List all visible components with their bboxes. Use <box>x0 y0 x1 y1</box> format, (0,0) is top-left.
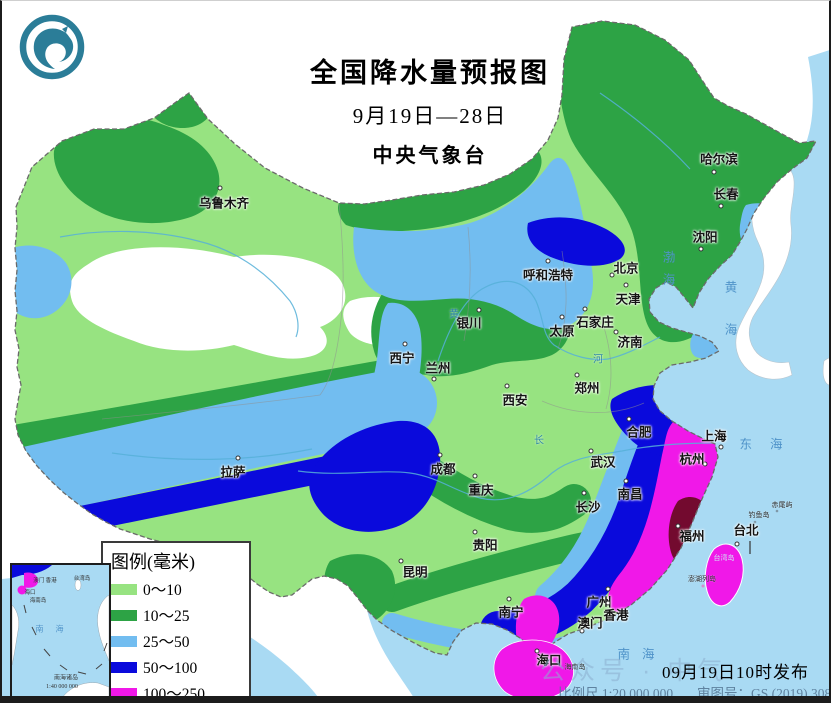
region-zhejiang-fujian-100-250 <box>607 415 725 614</box>
map-agency: 中央气象台 <box>372 145 488 167</box>
inset-nine-dash-line <box>23 604 108 675</box>
yangtze-river <box>297 442 715 501</box>
province-boundary <box>101 394 321 420</box>
legend-item: 100～250 <box>111 682 241 703</box>
approval-number: 审图号：GS (2019) 3082号 <box>697 686 831 701</box>
tarim-river <box>59 230 299 338</box>
korea-landmass <box>735 165 795 380</box>
yellow-river <box>437 280 661 362</box>
legend-item: 50～100 <box>111 656 241 678</box>
inset-label: 1:40 000 000 <box>46 684 78 690</box>
province-boundary <box>463 226 471 342</box>
sea-east <box>367 50 829 696</box>
legend-swatch <box>111 583 137 595</box>
publish-time: 09月19日10时发布 <box>662 663 809 682</box>
yarlung-river <box>111 448 313 460</box>
region-sichuan-band-10-25 <box>403 450 591 533</box>
inset-vietnam-land <box>12 604 19 666</box>
legend-range-label: 10～25 <box>143 608 190 625</box>
songhua-river <box>599 92 691 170</box>
map-title-block: 全国降水量预报图 9月19日—28日 中央气象台 <box>310 51 550 168</box>
hainan-island-100-250 <box>493 639 574 696</box>
inset-label: 南 海 <box>35 624 69 634</box>
inset-label: 澳门 香港 <box>33 578 57 584</box>
legend-title: 图例(毫米) <box>111 552 195 572</box>
legend-item: 10～25 <box>111 604 241 626</box>
legend-swatch <box>111 635 137 647</box>
region-inner-mongolia-50-100 <box>527 217 625 266</box>
legend-swatch <box>111 661 137 673</box>
inset-mainland-50-100 <box>12 565 52 578</box>
legend-range-label: 50～100 <box>143 660 198 677</box>
region-west-xinjiang-25-50 <box>15 245 72 319</box>
legend-range-label: 0～10 <box>143 582 182 599</box>
inset-map <box>12 565 109 696</box>
inset-leizhou-100-250 <box>24 572 38 588</box>
inset-label: 台湾岛 <box>73 576 91 582</box>
map-scale: 比例尺 1:20 000 000 <box>558 686 674 701</box>
region-east-tibet-50-100 <box>309 420 441 532</box>
province-boundary <box>557 250 567 350</box>
region-tarim-blank <box>70 247 346 359</box>
province-boundary <box>541 400 645 413</box>
legend-swatch <box>111 687 137 696</box>
legend-item: 25～50 <box>111 630 241 652</box>
cma-logo-icon <box>19 14 85 80</box>
taiwan-island-100-250 <box>704 543 744 607</box>
inset-borneo-land <box>63 682 109 696</box>
inset-hainan-100-250 <box>17 585 27 595</box>
watermark: 公众号 · 中气 <box>540 657 728 685</box>
legend: 图例(毫米) 0～1010～2525～5050～100100～250250～40… <box>101 541 251 703</box>
penghu-islet <box>701 584 705 588</box>
map-date-range: 9月19日—28日 <box>352 104 508 128</box>
inset-taiwan <box>74 579 82 591</box>
map-title: 全国降水量预报图 <box>310 58 550 88</box>
legend-item: 0～10 <box>111 578 241 600</box>
legend-swatch <box>111 609 137 621</box>
legend-range-label: 25～50 <box>143 634 190 651</box>
province-boundary <box>601 320 612 410</box>
south-china-sea-inset: 澳门 香港 台湾岛海口海南岛南 海南海诸岛 1:40 000 000 <box>10 563 111 696</box>
inset-label: 海南岛 <box>29 598 47 604</box>
chiwei-islet <box>775 509 779 513</box>
japan-islet <box>822 357 829 386</box>
region-northeast-10-25 <box>556 21 816 343</box>
region-inner-mongolia-25-50 <box>353 157 594 330</box>
region-tibet-band-25-50 <box>15 368 437 522</box>
legend-range-label: 100～250 <box>143 686 206 703</box>
province-boundary <box>319 202 344 396</box>
inset-label: 海口 <box>24 590 36 596</box>
cma-logo <box>16 11 88 88</box>
region-north-xinjiang-10-25 <box>53 116 220 224</box>
inset-label: 南海诸岛 <box>53 675 79 682</box>
diaoyu-islet <box>753 520 757 524</box>
